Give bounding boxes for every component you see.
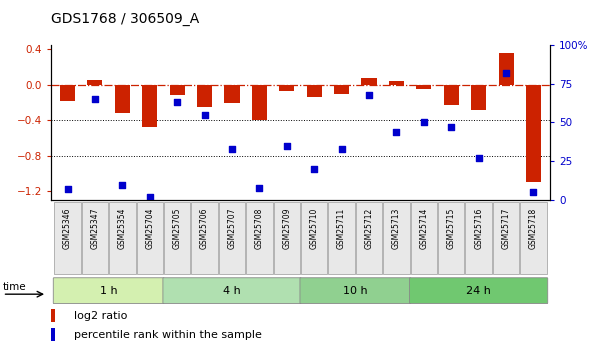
- Text: GSM25706: GSM25706: [200, 208, 209, 249]
- Text: GSM25710: GSM25710: [310, 208, 319, 249]
- Point: [337, 146, 346, 152]
- Text: GSM25715: GSM25715: [447, 208, 456, 249]
- Text: GDS1768 / 306509_A: GDS1768 / 306509_A: [51, 12, 200, 26]
- Point: [310, 166, 319, 172]
- Bar: [334, 85, 349, 93]
- Point: [118, 182, 127, 187]
- FancyBboxPatch shape: [383, 203, 410, 275]
- Text: GSM25708: GSM25708: [255, 208, 264, 249]
- FancyBboxPatch shape: [300, 278, 410, 304]
- Point: [501, 70, 511, 76]
- Text: GSM25705: GSM25705: [172, 208, 182, 249]
- Bar: [224, 85, 240, 102]
- Point: [172, 100, 182, 105]
- Bar: [471, 85, 486, 110]
- Text: 10 h: 10 h: [343, 286, 368, 296]
- Bar: [60, 85, 75, 101]
- FancyBboxPatch shape: [410, 278, 548, 304]
- Text: GSM25711: GSM25711: [337, 208, 346, 249]
- Text: GSM25704: GSM25704: [145, 208, 154, 249]
- Point: [529, 190, 538, 195]
- FancyBboxPatch shape: [219, 203, 245, 275]
- FancyBboxPatch shape: [520, 203, 547, 275]
- Point: [419, 120, 429, 125]
- Point: [392, 129, 401, 135]
- Point: [282, 143, 291, 149]
- Bar: [142, 85, 157, 127]
- Text: 1 h: 1 h: [100, 286, 117, 296]
- Text: GSM25713: GSM25713: [392, 208, 401, 249]
- Point: [145, 194, 154, 200]
- Text: GSM25354: GSM25354: [118, 208, 127, 249]
- FancyBboxPatch shape: [329, 203, 355, 275]
- Point: [63, 186, 72, 192]
- Bar: [307, 85, 322, 97]
- Bar: [389, 81, 404, 85]
- Point: [364, 92, 374, 97]
- Text: GSM25709: GSM25709: [282, 208, 291, 249]
- Text: GSM25346: GSM25346: [63, 208, 72, 249]
- FancyBboxPatch shape: [301, 203, 328, 275]
- FancyBboxPatch shape: [82, 203, 108, 275]
- FancyBboxPatch shape: [356, 203, 382, 275]
- Point: [255, 185, 264, 190]
- Bar: [51, 309, 55, 322]
- Text: GSM25712: GSM25712: [365, 208, 373, 249]
- Text: GSM25716: GSM25716: [474, 208, 483, 249]
- Bar: [87, 80, 103, 85]
- Text: GSM25717: GSM25717: [502, 208, 511, 249]
- Text: 24 h: 24 h: [466, 286, 491, 296]
- Point: [474, 155, 483, 161]
- FancyBboxPatch shape: [109, 203, 135, 275]
- Text: log2 ratio: log2 ratio: [73, 310, 127, 321]
- FancyBboxPatch shape: [246, 203, 272, 275]
- FancyBboxPatch shape: [54, 203, 81, 275]
- FancyBboxPatch shape: [438, 203, 465, 275]
- FancyBboxPatch shape: [53, 278, 164, 304]
- FancyBboxPatch shape: [163, 278, 301, 304]
- FancyBboxPatch shape: [191, 203, 218, 275]
- FancyBboxPatch shape: [493, 203, 519, 275]
- Bar: [51, 328, 55, 341]
- Bar: [416, 85, 432, 89]
- Bar: [169, 85, 185, 96]
- Text: GSM25347: GSM25347: [90, 208, 99, 249]
- FancyBboxPatch shape: [410, 203, 437, 275]
- Bar: [444, 85, 459, 105]
- Bar: [498, 53, 514, 85]
- Text: 4 h: 4 h: [223, 286, 241, 296]
- Point: [447, 125, 456, 130]
- Bar: [279, 85, 294, 91]
- Bar: [361, 78, 377, 85]
- Bar: [526, 85, 541, 183]
- Text: percentile rank within the sample: percentile rank within the sample: [73, 330, 261, 340]
- Point: [227, 146, 237, 152]
- FancyBboxPatch shape: [136, 203, 163, 275]
- Bar: [197, 85, 212, 107]
- Bar: [252, 85, 267, 120]
- FancyBboxPatch shape: [466, 203, 492, 275]
- Text: GSM25707: GSM25707: [228, 208, 236, 249]
- Text: time: time: [2, 282, 26, 292]
- Point: [90, 97, 100, 102]
- FancyBboxPatch shape: [164, 203, 191, 275]
- FancyBboxPatch shape: [273, 203, 300, 275]
- Point: [200, 112, 209, 117]
- Text: GSM25718: GSM25718: [529, 208, 538, 249]
- Bar: [115, 85, 130, 113]
- Text: GSM25714: GSM25714: [419, 208, 429, 249]
